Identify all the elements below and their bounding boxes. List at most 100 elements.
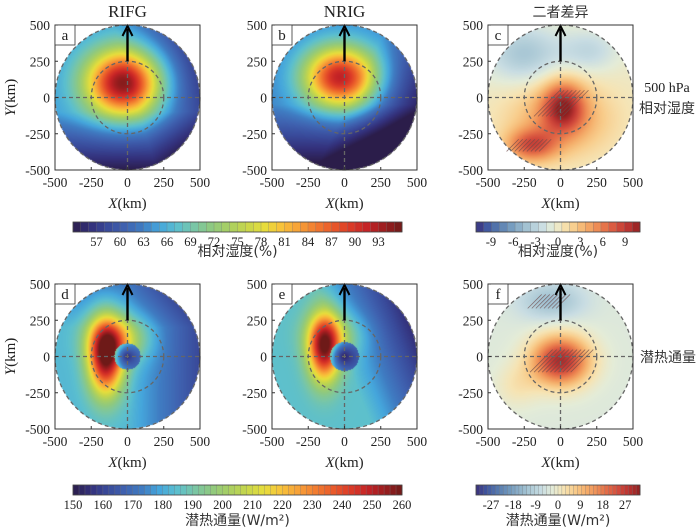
colorbar-segment (475, 484, 481, 496)
colorbar-segment (608, 221, 618, 233)
colorbar-segment (132, 484, 140, 496)
colorbar-segment (624, 221, 633, 233)
y-tick-label: 250 (30, 54, 51, 69)
colorbar-segment (553, 484, 559, 496)
colorbar-segment (104, 221, 113, 233)
colorbar-segment (237, 221, 246, 233)
colorbar-segment (119, 221, 129, 233)
colorbar-segment (378, 221, 387, 233)
colorbar-segment (620, 484, 625, 496)
colorbar-segment (342, 484, 349, 496)
colorbar-segment (84, 484, 92, 496)
colorbar-segment (503, 484, 508, 496)
colorbar-tick-label: 72 (208, 235, 221, 249)
colorbar-segment (608, 484, 614, 496)
colorbar-segment (557, 484, 563, 496)
colorbar-segment (550, 484, 555, 496)
y-tick-label: 500 (30, 18, 51, 33)
colorbar-segment (330, 484, 337, 496)
colorbar-segment (150, 484, 158, 496)
colorbar-segment (530, 484, 536, 496)
colorbar-tick-label: 87 (325, 235, 338, 249)
colorbar-segment (522, 221, 532, 233)
colorbar-segment (475, 221, 485, 233)
colorbar-segment (600, 484, 606, 496)
colorbar-tick-label: 9 (622, 235, 628, 249)
colorbar-tick-label: 230 (303, 498, 322, 512)
colorbar-segment (553, 221, 563, 233)
y-tick-label: -250 (242, 127, 267, 142)
panel-e: e -500 -250 0 250 500 500 250 0 -250 -500 X(km) (242, 277, 427, 471)
y-tick-label: -500 (242, 163, 267, 178)
colorbar-segment (268, 221, 278, 233)
axis-ticks: -500 -250 0 250 500 500 250 0 -250 -500 (242, 277, 427, 449)
colorbar-segment (174, 221, 184, 233)
colorbar-segment (294, 484, 301, 496)
colorbar-segment (78, 484, 86, 496)
panel-label-box (487, 24, 509, 46)
colorbar-segment (307, 221, 317, 233)
colorbar-segment (499, 221, 508, 233)
colorbar-segment (561, 221, 571, 233)
y-tick-label: -250 (25, 127, 50, 142)
colorbar-tick-label: 6 (600, 235, 606, 249)
colorbar-segment (127, 221, 137, 233)
x-tick-label: -250 (296, 434, 321, 449)
x-tick-label: -250 (512, 434, 537, 449)
panel-a: a -500 -250 0 250 500 500 250 0 -250 -500 RIFG X(km)… (3, 2, 210, 212)
colorbar-lhf_diff: -27 -18 -9 0 9 18 27 潜热通量(W/m²) (475, 484, 641, 529)
colorbar-segment (292, 221, 301, 233)
colorbar-segment (534, 484, 539, 496)
colorbar-segment (258, 484, 265, 496)
colorbar-segment (213, 221, 223, 233)
colorbar-segment (315, 221, 325, 233)
colorbar-segment (561, 484, 567, 496)
y-tick-label: -500 (25, 163, 50, 178)
colorbar-rh: 57 60 63 66 69 72 75 78 81 84 87 90 93 相对湿度(%) (72, 221, 403, 260)
colorbar-segment (600, 221, 610, 233)
colorbar-segment (284, 221, 293, 233)
colorbar-segment (538, 221, 547, 233)
colorbar-segment (483, 221, 493, 233)
colorbar-segment (495, 484, 500, 496)
x-axis-label: X(km) (107, 455, 146, 471)
colorbar-segment (246, 484, 253, 496)
colorbar-segment (96, 221, 105, 233)
colorbar-segment (632, 221, 641, 233)
colorbar-tick-label: 93 (372, 235, 385, 249)
colorbar-segment (182, 221, 191, 233)
panel-label: f (496, 287, 501, 303)
colorbar-segment (354, 221, 364, 233)
colorbar-tick-label: 9 (577, 498, 583, 512)
colorbar-segment (596, 484, 602, 496)
colorbar-segment (370, 221, 379, 233)
colorbar-tick-label: 260 (393, 498, 412, 512)
colorbar-tick-label: 84 (302, 235, 315, 249)
north-arrow (121, 23, 134, 62)
panel-label: e (279, 287, 286, 303)
colorbar-tick-label: 57 (90, 235, 103, 249)
colorbar-segment (632, 484, 637, 496)
colorbar-segment (151, 221, 160, 233)
colorbar-segment (80, 221, 90, 233)
colorbar-segment (522, 484, 528, 496)
colorbar-segment (252, 484, 259, 496)
y-tick-label: 250 (463, 54, 484, 69)
colorbar-tick-label: 0 (555, 235, 561, 249)
panel-title: 二者差异 (533, 5, 589, 21)
colorbar-segment (542, 484, 547, 496)
colorbar-segment (359, 484, 367, 496)
axis-ticks: -500 -250 0 250 500 500 250 0 -250 -500 (25, 277, 210, 449)
y-tick-label: 0 (476, 91, 483, 106)
colorbar-segment (90, 484, 98, 496)
colorbar-tick-label: 66 (161, 235, 174, 249)
row-label-line1: 潜热通量 (640, 350, 696, 366)
colorbar-segment (88, 221, 97, 233)
colorbar-tick-label: -27 (483, 498, 500, 512)
colorbar-segment (180, 484, 188, 496)
colorbar-tick-label: 160 (94, 498, 113, 512)
x-tick-label: -250 (79, 175, 104, 190)
axis-ticks: -500 -250 0 250 500 500 250 0 -250 -500 (458, 18, 643, 190)
colorbar-segment (222, 484, 229, 496)
panel-title: RIFG (108, 2, 147, 21)
